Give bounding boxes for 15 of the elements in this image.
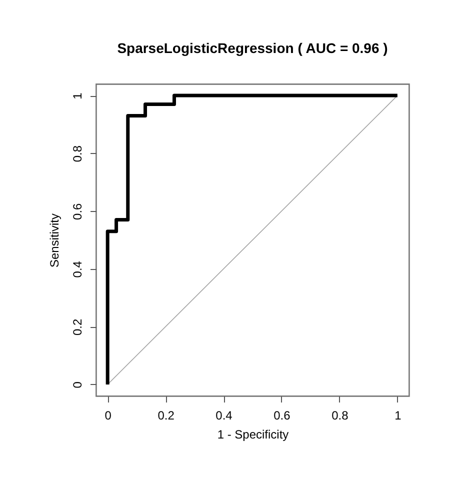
x-tick-label: 0 (104, 408, 112, 422)
x-tick-label: 0.6 (274, 408, 291, 422)
x-tick-label: 0.8 (332, 408, 349, 422)
y-axis-title: Sensitivity (48, 213, 62, 268)
x-tick-label: 1 (394, 408, 402, 422)
y-tick-label: 0.4 (70, 260, 84, 278)
x-tick-label: 0.4 (216, 408, 233, 422)
y-tick-label: 0 (70, 381, 84, 388)
x-axis-title: 1 - Specificity (217, 428, 289, 442)
y-tick-label: 1 (70, 92, 84, 100)
x-tick-label: 0.2 (158, 408, 175, 422)
y-tick-label: 0.8 (70, 145, 84, 162)
y-tick-label: 0.2 (70, 318, 84, 336)
chart-title: SparseLogisticRegression ( AUC = 0.96 ) (117, 40, 388, 56)
y-tick-label: 0.6 (70, 202, 84, 220)
